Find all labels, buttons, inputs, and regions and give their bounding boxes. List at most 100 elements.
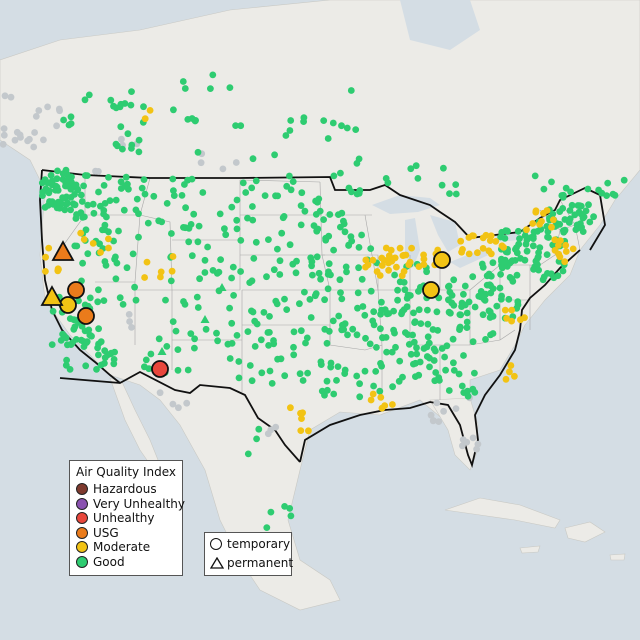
permanent-monitor-marker[interactable]: [40, 285, 64, 306]
good-monitor-dot: [488, 311, 495, 319]
temporary-monitor-marker[interactable]: [151, 360, 169, 378]
good-monitor-dot: [388, 348, 396, 356]
good-monitor-dot: [584, 185, 592, 193]
good-monitor-dot: [353, 331, 361, 339]
good-monitor-dot: [609, 190, 617, 198]
good-monitor-dot: [417, 320, 425, 327]
good-monitor-dot: [56, 204, 63, 212]
good-monitor-dot: [97, 338, 105, 346]
moderate-monitor-dot: [458, 248, 465, 256]
good-monitor-dot: [415, 306, 423, 314]
moderate-monitor-dot: [389, 401, 396, 408]
good-monitor-dot: [497, 295, 505, 303]
good-monitor-dot: [83, 172, 91, 180]
good-monitor-dot: [296, 300, 303, 308]
good-monitor-dot: [62, 182, 69, 190]
good-monitor-dot: [289, 178, 297, 186]
good-monitor-dot: [237, 122, 245, 130]
good-monitor-dot: [604, 179, 612, 187]
moderate-monitor-dot: [502, 375, 510, 383]
good-monitor-dot: [178, 192, 186, 199]
good-monitor-dot: [257, 336, 265, 344]
good-monitor-dot: [536, 244, 544, 252]
good-monitor-dot: [286, 241, 294, 249]
inactive-monitor-dot: [32, 113, 40, 120]
good-monitor-dot: [321, 296, 328, 304]
inactive-monitor-dot: [44, 103, 51, 111]
moderate-monitor-dot: [551, 236, 559, 244]
moderate-monitor-dot: [362, 263, 369, 271]
good-monitor-dot: [378, 298, 385, 306]
legend-label: USG: [93, 525, 119, 540]
good-monitor-dot: [367, 287, 375, 295]
good-monitor-dot: [329, 119, 337, 127]
moderate-monitor-dot: [80, 236, 88, 243]
inactive-monitor-dot: [55, 105, 63, 113]
good-monitor-dot: [248, 277, 256, 285]
unhealthy-swatch: [76, 512, 88, 525]
triangle-shape-icon: [210, 557, 224, 569]
good-monitor-dot: [59, 194, 66, 202]
good-monitor-dot: [180, 298, 187, 305]
permanent-good-marker: [217, 283, 227, 291]
inactive-monitor-dot: [433, 399, 441, 407]
temporary-monitor-marker[interactable]: [422, 281, 440, 299]
good-monitor-dot: [359, 303, 367, 310]
good-monitor-dot: [71, 242, 79, 250]
legend-item-hazardous: Hazardous: [70, 482, 182, 497]
permanent-monitor-marker[interactable]: [51, 240, 75, 261]
temporary-monitor-marker[interactable]: [77, 307, 95, 325]
good-monitor-dot: [463, 309, 471, 317]
temporary-monitor-marker[interactable]: [433, 251, 451, 269]
good-monitor-dot: [81, 213, 88, 221]
legend-label: Moderate: [93, 540, 151, 555]
good-monitor-dot: [266, 329, 273, 336]
good-monitor-dot: [448, 292, 456, 299]
inactive-monitor-dot: [0, 131, 8, 139]
good-monitor-dot: [531, 172, 539, 180]
inactive-monitor-dot: [40, 136, 47, 144]
good-monitor-dot: [514, 227, 522, 235]
good-monitor-dot: [290, 351, 298, 359]
inactive-monitor-dot: [26, 135, 33, 143]
good-monitor-dot: [101, 258, 109, 265]
good-monitor-dot: [341, 228, 349, 236]
good-monitor-dot: [304, 369, 311, 377]
good-monitor-dot: [321, 391, 328, 399]
good-monitor-dot: [471, 369, 478, 377]
legend-label: Good: [93, 554, 125, 569]
moderate-monitor-dot: [391, 254, 399, 262]
temporary-monitor-marker[interactable]: [67, 281, 85, 299]
good-monitor-dot: [112, 140, 120, 148]
good-monitor-dot: [568, 201, 576, 209]
good-monitor-dot: [61, 206, 69, 214]
good-monitor-dot: [559, 205, 567, 212]
good-monitor-dot: [303, 334, 311, 342]
good-monitor-dot: [283, 306, 291, 313]
moderate-monitor-dot: [380, 256, 388, 264]
good-monitor-dot: [463, 324, 471, 331]
good-monitor-dot: [353, 372, 361, 380]
good-monitor-dot: [521, 232, 529, 240]
good-monitor-dot: [501, 235, 509, 242]
good-monitor-dot: [445, 387, 453, 394]
good-monitor-dot: [95, 188, 102, 196]
good-monitor-dot: [426, 363, 433, 371]
inactive-monitor-dot: [452, 405, 460, 412]
good-monitor-dot: [578, 223, 585, 231]
moderate-monitor-dot: [385, 266, 392, 274]
hazardous-swatch: [76, 483, 88, 496]
good-monitor-dot: [69, 339, 76, 346]
good-monitor-dot: [65, 121, 73, 129]
large-monitor-markers: [40, 240, 451, 378]
good-monitor-dot: [384, 179, 392, 187]
good-monitor-dot: [122, 173, 130, 181]
good-monitor-dot: [423, 353, 431, 360]
good-monitor-dot: [560, 191, 567, 199]
good-monitor-dot: [239, 179, 247, 187]
good-monitor-dot: [321, 325, 329, 333]
moderate-monitor-dot: [362, 256, 370, 264]
good-monitor-dot: [312, 290, 320, 297]
good-monitor-dot: [110, 237, 117, 245]
good-monitor-dot: [242, 189, 250, 196]
